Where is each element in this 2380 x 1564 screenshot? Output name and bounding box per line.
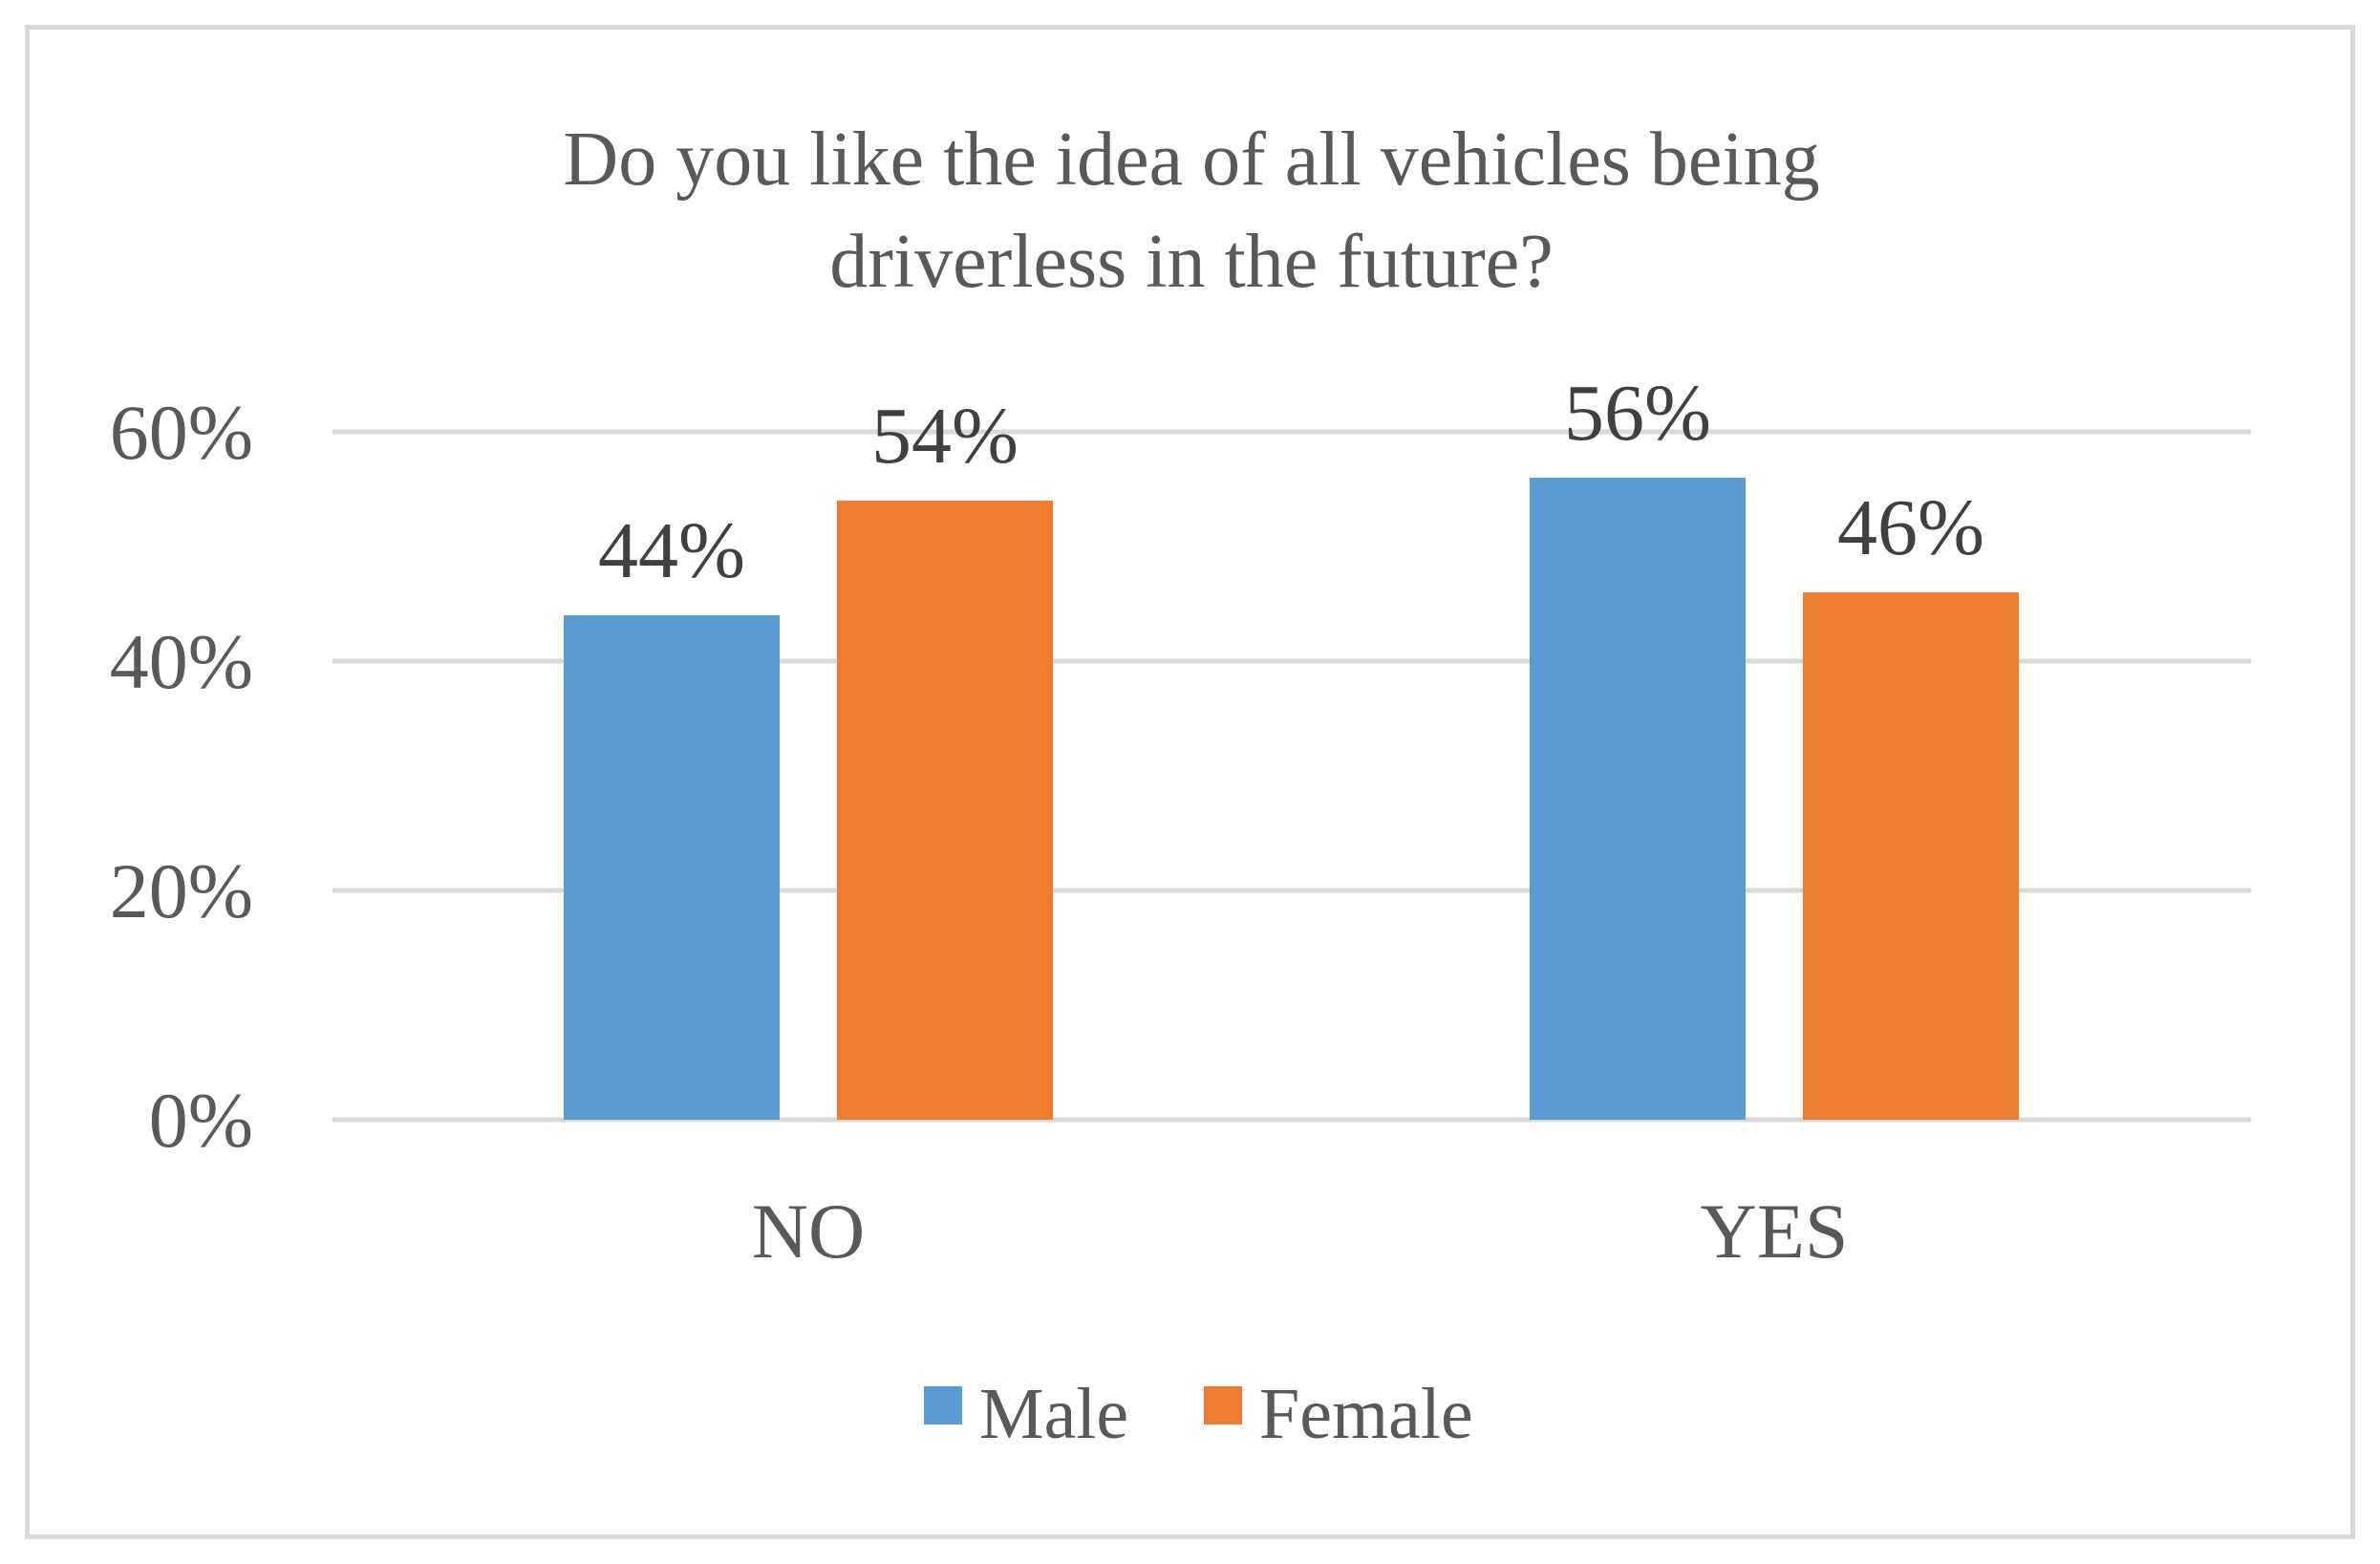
y-tick-label-20: 20% bbox=[110, 847, 253, 934]
bars bbox=[564, 478, 2019, 1120]
legend-label-male: Male bbox=[979, 1374, 1128, 1454]
x-category-label-yes: YES bbox=[1701, 1188, 1849, 1275]
chart-title: Do you like the idea of all vehicles bei… bbox=[563, 118, 1819, 304]
data-label-female-no: 54% bbox=[871, 392, 1018, 481]
chart-title-line-1: Do you like the idea of all vehicles bei… bbox=[563, 118, 1819, 202]
data-label-male-yes: 56% bbox=[1564, 369, 1711, 458]
bar-female-no bbox=[837, 501, 1053, 1120]
x-axis-category-labels: NO YES bbox=[752, 1188, 1849, 1275]
legend: Male Female bbox=[924, 1374, 1473, 1454]
data-label-male-no: 44% bbox=[598, 506, 745, 595]
data-label-female-yes: 46% bbox=[1837, 483, 1984, 572]
y-tick-label-60: 60% bbox=[110, 389, 253, 476]
y-tick-label-0: 0% bbox=[149, 1077, 253, 1164]
legend-swatch-female bbox=[1204, 1386, 1242, 1425]
bar-male-no bbox=[564, 615, 780, 1120]
y-tick-label-40: 40% bbox=[110, 618, 253, 705]
x-category-label-no: NO bbox=[752, 1188, 865, 1275]
bar-male-yes bbox=[1530, 478, 1746, 1120]
chart-title-line-2: driverless in the future? bbox=[829, 220, 1554, 304]
bar-female-yes bbox=[1803, 592, 2019, 1120]
legend-swatch-male bbox=[924, 1386, 962, 1425]
legend-label-female: Female bbox=[1259, 1374, 1473, 1454]
y-axis-tick-labels: 0% 20% 40% 60% bbox=[110, 389, 253, 1164]
data-labels: 44% 56% 54% 46% bbox=[598, 369, 1984, 595]
